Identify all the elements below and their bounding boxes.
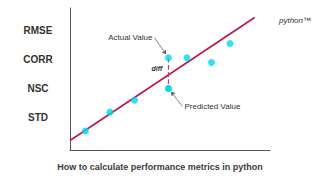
svg-text:STD: STD [28,112,48,123]
svg-text:python™: python™ [278,16,311,25]
svg-text:Actual Value: Actual Value [108,33,153,42]
svg-text:CORR: CORR [23,54,53,65]
svg-text:Predicted Value: Predicted Value [184,102,240,111]
svg-text:RMSE: RMSE [24,25,53,36]
svg-text:NSC: NSC [27,83,48,94]
svg-text:diff: diff [152,65,163,72]
svg-text:How to calculate performance m: How to calculate performance metrics in … [57,162,263,172]
